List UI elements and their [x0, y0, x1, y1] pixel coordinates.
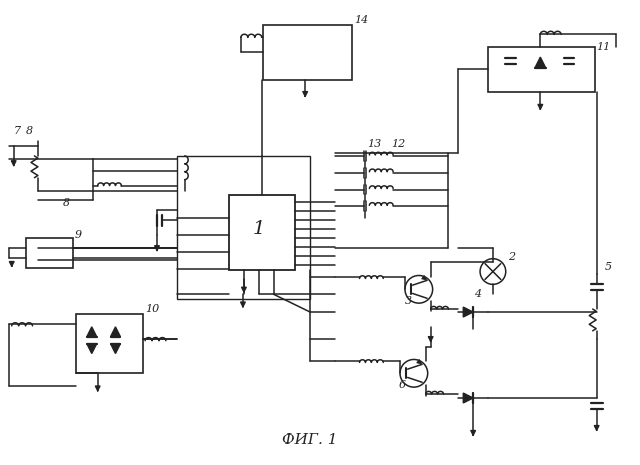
- Text: 7: 7: [13, 126, 21, 136]
- Text: 13: 13: [367, 139, 381, 149]
- Polygon shape: [87, 327, 97, 337]
- Text: 12: 12: [391, 139, 405, 149]
- Text: 8: 8: [63, 198, 70, 208]
- Polygon shape: [463, 393, 473, 403]
- Text: 2: 2: [508, 252, 515, 262]
- Polygon shape: [87, 344, 97, 353]
- Bar: [26, 238, 73, 267]
- Bar: [488, 47, 595, 92]
- Text: 10: 10: [145, 304, 159, 314]
- Text: 5: 5: [605, 261, 612, 272]
- Bar: [229, 195, 295, 270]
- Bar: [76, 314, 143, 373]
- Polygon shape: [111, 344, 120, 353]
- Bar: [262, 25, 351, 80]
- Polygon shape: [463, 307, 473, 317]
- Bar: [177, 156, 310, 299]
- Text: 11: 11: [596, 42, 611, 52]
- Text: 1: 1: [253, 219, 266, 238]
- Text: 4: 4: [474, 289, 481, 299]
- Text: 14: 14: [355, 14, 369, 25]
- Circle shape: [400, 359, 428, 387]
- Circle shape: [405, 275, 433, 303]
- Polygon shape: [535, 57, 546, 68]
- Text: 8: 8: [26, 126, 33, 136]
- Text: 3: 3: [405, 296, 412, 306]
- Polygon shape: [111, 327, 120, 337]
- Text: 6: 6: [399, 380, 406, 390]
- Text: ФИГ. 1: ФИГ. 1: [282, 433, 338, 447]
- Text: 9: 9: [75, 230, 82, 240]
- Circle shape: [480, 259, 506, 285]
